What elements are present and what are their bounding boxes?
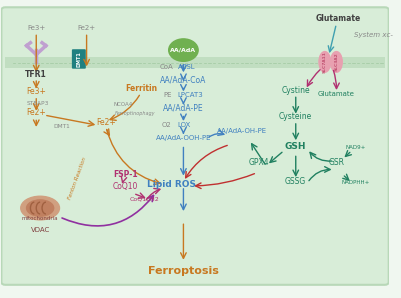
Text: LOX: LOX [178, 122, 191, 128]
Text: Fe3+: Fe3+ [26, 87, 46, 96]
FancyBboxPatch shape [72, 49, 86, 69]
Text: NAD9+: NAD9+ [346, 145, 366, 150]
Text: SLC7A11: SLC7A11 [323, 51, 327, 73]
Text: Fe2+: Fe2+ [26, 108, 46, 117]
Text: AA/AdA-OH-PE: AA/AdA-OH-PE [217, 128, 267, 134]
Text: System xc-: System xc- [354, 32, 393, 38]
Text: Cysteine: Cysteine [279, 112, 312, 122]
Text: GSR: GSR [328, 158, 344, 167]
Text: Lipid ROS: Lipid ROS [147, 180, 196, 189]
Text: VDAC: VDAC [30, 227, 50, 233]
Text: AA/AdA-OOH-PE: AA/AdA-OOH-PE [156, 135, 211, 141]
Text: CoA: CoA [160, 64, 173, 70]
Text: Fe2+: Fe2+ [77, 25, 96, 31]
Text: LPCAT3: LPCAT3 [178, 92, 203, 98]
Text: TFR1: TFR1 [25, 70, 47, 79]
Text: GSSG: GSSG [285, 177, 306, 187]
Text: Cystine: Cystine [282, 86, 310, 95]
Ellipse shape [21, 196, 59, 220]
Text: AA/AdA: AA/AdA [170, 48, 196, 53]
Text: Fenton Reaction: Fenton Reaction [67, 156, 87, 201]
Text: GSH: GSH [285, 142, 306, 151]
Text: Glutamate: Glutamate [318, 91, 355, 97]
Text: CoQ10H2: CoQ10H2 [130, 197, 160, 202]
Text: AA/AdA-CoA: AA/AdA-CoA [160, 76, 207, 85]
Ellipse shape [26, 200, 54, 216]
Text: PE: PE [163, 92, 172, 98]
Text: NCOA4: NCOA4 [114, 102, 133, 107]
Text: Ferroptosis: Ferroptosis [148, 266, 219, 277]
Text: Fe3+: Fe3+ [27, 25, 45, 31]
Text: AA/AdA-PE: AA/AdA-PE [163, 104, 204, 113]
Circle shape [169, 39, 198, 61]
Text: DMT1: DMT1 [76, 51, 81, 67]
Text: FSP-1: FSP-1 [113, 170, 138, 179]
Text: NADPHH+: NADPHH+ [342, 180, 370, 185]
Text: ACSL: ACSL [178, 64, 195, 70]
Text: CoQ10: CoQ10 [113, 182, 138, 191]
Text: SLC3A2: SLC3A2 [334, 52, 338, 71]
Text: STEAP3: STEAP3 [26, 101, 49, 106]
Text: O2: O2 [162, 122, 172, 128]
FancyBboxPatch shape [5, 58, 385, 68]
Ellipse shape [330, 52, 342, 72]
Text: Ferritin: Ferritin [125, 84, 157, 94]
Ellipse shape [319, 52, 330, 72]
Text: DMT1: DMT1 [53, 124, 70, 129]
Text: mitochondria: mitochondria [22, 216, 59, 221]
Text: Ferroptinophagy: Ferroptinophagy [115, 111, 155, 116]
Text: Glutamate: Glutamate [316, 14, 361, 23]
Text: GPX4: GPX4 [249, 158, 269, 167]
FancyBboxPatch shape [1, 7, 389, 285]
Text: Fe2+: Fe2+ [96, 118, 116, 127]
